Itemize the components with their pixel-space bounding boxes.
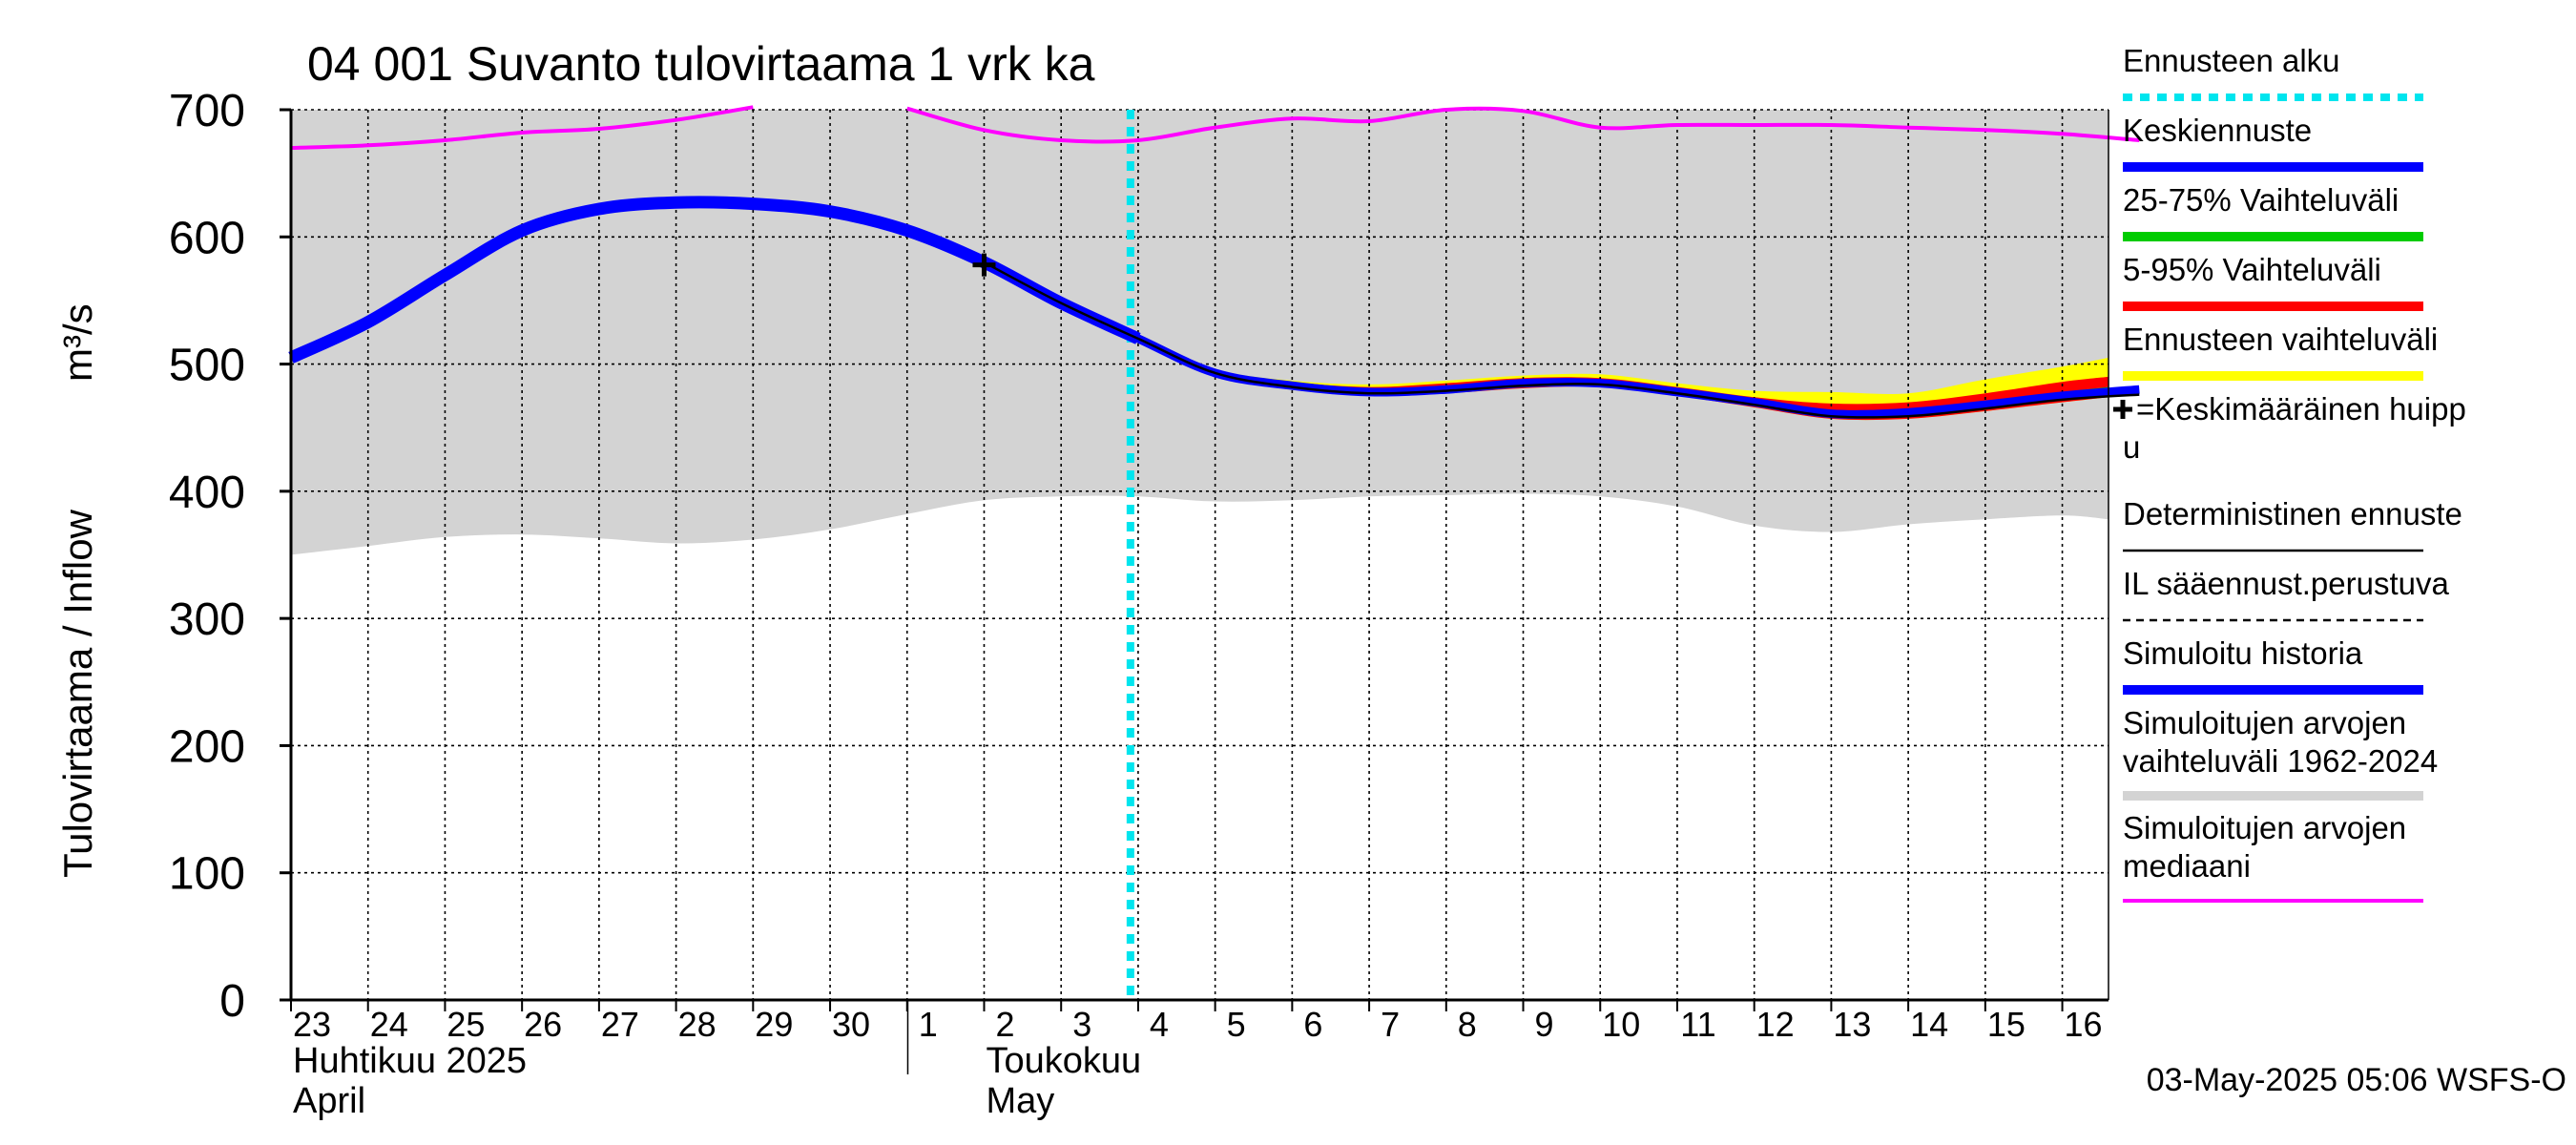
x-tick-label-19: 12 [1756,1005,1795,1044]
x-tick-label-3: 26 [524,1005,562,1044]
x-tick-label-10: 3 [1072,1005,1091,1044]
legend-label2-5: u [2123,429,2140,465]
y-axis-unit: m³/s [55,303,100,382]
band-layer [291,110,2109,555]
y-tick-label-0: 0 [219,976,245,1027]
legend: Ennusteen alku Keskiennuste 25-75% Vaihtel… [2113,43,2466,903]
series-layer [288,105,2140,1000]
x-tick-label-2: 25 [447,1005,485,1044]
x-tick-label-5: 28 [678,1005,717,1044]
month-label-en-0: April [293,1081,365,1121]
x-tick-label-1: 24 [370,1005,408,1044]
x-tick-label-11: 4 [1150,1005,1169,1044]
month-label-en-1: May [986,1081,1054,1121]
x-tick-label-15: 8 [1458,1005,1477,1044]
chart-title: 04 001 Suvanto tulovirtaama 1 vrk ka [307,37,1095,91]
legend-label-5: =Keskimääräinen huipp [2136,391,2466,427]
x-tick-label-20: 13 [1833,1005,1871,1044]
legend-label-10: Simuloitujen arvojen [2123,810,2406,845]
y-tick-label-6: 600 [169,213,245,263]
legend-label-6: Deterministinen ennuste [2123,496,2462,531]
band-0 [291,110,2109,555]
y-tick-label-1: 100 [169,849,245,900]
x-tick-label-16: 9 [1535,1005,1554,1044]
y-tick-label-7: 700 [169,86,245,136]
legend-label-0: Ennusteen alku [2123,43,2340,78]
legend-label2-10: mediaani [2123,848,2251,884]
x-tick-label-4: 27 [601,1005,639,1044]
x-tick-label-14: 7 [1381,1005,1400,1044]
legend-label-7: IL sääennust.perustuva [2123,566,2449,601]
legend-label-4: Ennusteen vaihteluväli [2123,322,2438,357]
series-line-3-0 [290,105,754,150]
month-label-fi-0: Huhtikuu 2025 [293,1041,527,1081]
y-tick-label-3: 300 [169,594,245,645]
x-tick-label-8: 1 [919,1005,938,1044]
legend-label-8: Simuloitu historia [2123,635,2363,671]
legend-label2-9: vaihteluväli 1962-2024 [2123,743,2438,779]
x-tick-label-12: 5 [1227,1005,1246,1044]
y-axis-label: Tulovirtaama / Inflow [55,509,100,878]
footer-timestamp: 03-May-2025 05:06 WSFS-O [2147,1062,2566,1098]
grid-layer [290,109,2109,1000]
x-tick-label-13: 6 [1303,1005,1322,1044]
x-tick-label-17: 10 [1602,1005,1640,1044]
x-tick-label-0: 23 [293,1005,331,1044]
x-tick-label-21: 14 [1910,1005,1948,1044]
y-tick-label-2: 200 [169,721,245,772]
y-tick-label-4: 400 [169,468,245,518]
x-tick-label-7: 30 [832,1005,870,1044]
y-tick-label-5: 500 [169,341,245,391]
month-label-fi-1: Toukokuu [986,1041,1141,1081]
x-tick-label-23: 16 [2065,1005,2103,1044]
legend-label-3: 5-95% Vaihteluväli [2123,252,2381,287]
x-tick-label-9: 2 [995,1005,1014,1044]
legend-label-9: Simuloitujen arvojen [2123,705,2406,740]
x-tick-label-22: 15 [1987,1005,2025,1044]
x-tick-label-18: 11 [1680,1005,1715,1044]
legend-label-2: 25-75% Vaihteluväli [2123,182,2399,218]
series-line-2-0 [983,260,2140,419]
x-tick-label-6: 29 [755,1005,793,1044]
legend-label-1: Keskiennuste [2123,113,2312,148]
series-line-3-1 [906,106,2140,144]
